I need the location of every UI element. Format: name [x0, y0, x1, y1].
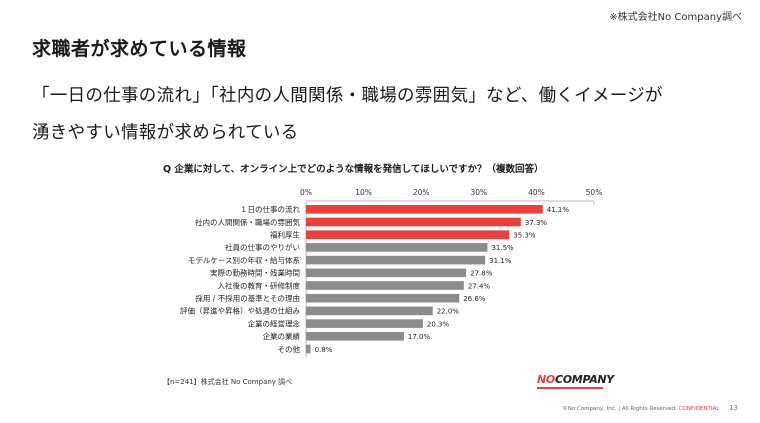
x-tick-label: 40%	[528, 188, 545, 197]
data-label: 41.1%	[547, 206, 570, 214]
data-label: 35.3%	[513, 232, 536, 240]
data-label: 17.0%	[408, 333, 431, 341]
source-note: ※株式会社No Company調べ	[609, 12, 742, 23]
x-tick-label: 30%	[470, 188, 487, 197]
category-label: モデルケース別の年収・給与体系	[188, 255, 301, 265]
bar	[306, 306, 433, 316]
x-tick-label: 10%	[355, 188, 372, 197]
bar	[306, 268, 467, 278]
chart-title: Q 企業に対して、オンライン上でどのような情報を発信してほしいですか？（複数回答…	[163, 164, 544, 175]
category-label: 社員の仕事のやりがい	[225, 242, 300, 252]
x-tick-label: 50%	[586, 188, 603, 197]
company-logo: NOCOMPANY	[537, 373, 614, 386]
bar	[306, 243, 488, 252]
data-label: 37.3%	[525, 219, 548, 227]
chart-source-note: 【n=241】株式会社 No Company 調べ	[163, 378, 293, 386]
bar	[306, 255, 486, 265]
bar	[306, 217, 521, 227]
bar	[306, 281, 464, 290]
data-label: 27.4%	[468, 282, 491, 290]
logo-underline	[537, 387, 603, 389]
data-label: 31.5%	[491, 244, 514, 252]
logo-company: COMPANY	[554, 373, 614, 386]
category-label: 実際の勤務時間・残業時間	[210, 268, 300, 278]
category-label: 入社後の教育・研修制度	[218, 280, 301, 290]
category-label: 社内の人間関係・職場の雰囲気	[195, 217, 300, 227]
category-label: 福利厚生	[270, 230, 300, 240]
category-label: 企業の業績	[263, 331, 301, 341]
data-label: 20.3%	[427, 320, 450, 328]
page-number: 13	[729, 404, 738, 412]
category-label: 採用 / 不採用の基準とその理由	[195, 293, 300, 303]
lead-text: 「一日の仕事の流れ」「社内の人間関係・職場の雰囲気」など、働くイメージが 湧きや…	[32, 78, 752, 152]
page-title: 求職者が求めている情報	[32, 38, 247, 60]
category-label: １日の仕事の流れ	[240, 204, 300, 214]
bar	[306, 332, 404, 341]
data-label: 31.1%	[489, 257, 512, 265]
footer-copyright: ©No Company, Inc. | All Rights Reserved.	[562, 406, 677, 412]
logo-no: NO	[537, 373, 555, 386]
bar	[306, 205, 543, 214]
footer: ©No Company, Inc. | All Rights Reserved.…	[562, 404, 738, 412]
category-label: その他	[278, 344, 301, 354]
x-tick-label: 0%	[300, 188, 312, 197]
bar	[306, 230, 510, 239]
data-label: 22.0%	[437, 308, 460, 316]
bar-chart: 0% 10% 20% 30% 40% 50% １日の仕事の流れ 41.1% 社内の人間関係・職場…	[180, 188, 603, 358]
bar	[306, 293, 460, 303]
category-label: 企業の経営理念	[248, 318, 301, 328]
x-tick-label: 20%	[413, 188, 430, 197]
category-label: 評価（昇進や昇格）や処遇の仕組み	[180, 306, 300, 316]
lead-line-1: 「一日の仕事の流れ」「社内の人間関係・職場の雰囲気」など、働くイメージが	[32, 86, 663, 106]
data-label: 27.8%	[470, 270, 493, 278]
bar	[306, 319, 423, 328]
data-label: 0.8%	[315, 346, 333, 354]
lead-line-2: 湧きやすい情報が求められている	[32, 123, 299, 143]
data-label: 26.6%	[463, 295, 486, 303]
footer-confidential: CONFIDENTIAL	[678, 406, 720, 412]
bar	[306, 344, 311, 354]
